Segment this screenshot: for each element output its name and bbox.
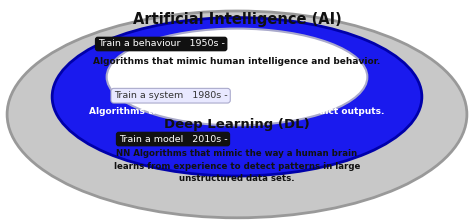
Ellipse shape: [107, 29, 367, 125]
Text: Train a behaviour   1950s -: Train a behaviour 1950s -: [98, 40, 225, 48]
Text: Train a model   2010s -: Train a model 2010s -: [118, 135, 228, 143]
Text: NN Algorithms that mimic the way a human brain
learns from experience to detect : NN Algorithms that mimic the way a human…: [114, 149, 360, 183]
Ellipse shape: [52, 18, 422, 176]
Text: Machine Learning (ML): Machine Learning (ML): [142, 70, 332, 84]
Text: Train a system   1980s -: Train a system 1980s -: [114, 91, 228, 100]
Text: Artificial Intelligence (AI): Artificial Intelligence (AI): [133, 12, 341, 27]
Text: Algorithms that learn from experience to predict outputs.: Algorithms that learn from experience to…: [89, 107, 385, 116]
Text: Deep Learning (DL): Deep Learning (DL): [164, 118, 310, 131]
Text: Algorithms that mimic human intelligence and behavior.: Algorithms that mimic human intelligence…: [93, 57, 381, 66]
Ellipse shape: [7, 11, 467, 218]
